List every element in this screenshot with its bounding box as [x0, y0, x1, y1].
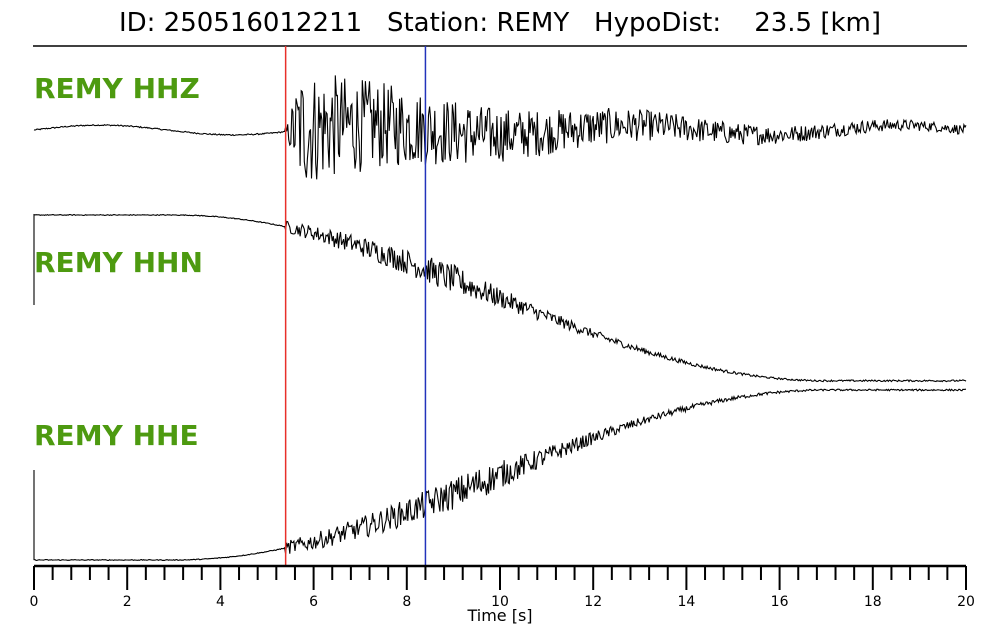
x-tick-label: 10: [491, 594, 509, 610]
trace-label-hhe: REMY HHE: [34, 419, 199, 452]
traces-group: [33, 75, 967, 562]
x-tick-label: 16: [771, 594, 789, 610]
trace-label-hhn: REMY HHN: [34, 246, 203, 279]
chart-title: ID: 250516012211 Station: REMY HypoDist:…: [118, 8, 882, 38]
x-tick-label: 20: [957, 594, 975, 610]
trace-remy-hhz: [33, 75, 967, 180]
x-tick-label: 6: [309, 594, 318, 610]
x-tick-label: 12: [584, 594, 602, 610]
x-axis-label: Time [s]: [467, 606, 533, 625]
x-tick-label: 8: [402, 594, 411, 610]
x-tick-label: 2: [123, 594, 132, 610]
x-axis: 0 2 4 6 8 10 12 14 16 18 20: [30, 564, 975, 610]
phase-picks-group: [284, 46, 427, 566]
x-tick-label: 4: [216, 594, 225, 610]
x-tick-label: 14: [677, 594, 695, 610]
trace-remy-hhn: [33, 213, 967, 383]
x-tick-label: 0: [30, 594, 39, 610]
trace-label-hhz: REMY HHZ: [34, 72, 200, 105]
x-tick-label: 18: [864, 594, 882, 610]
trace-remy-hhe: [33, 388, 967, 562]
